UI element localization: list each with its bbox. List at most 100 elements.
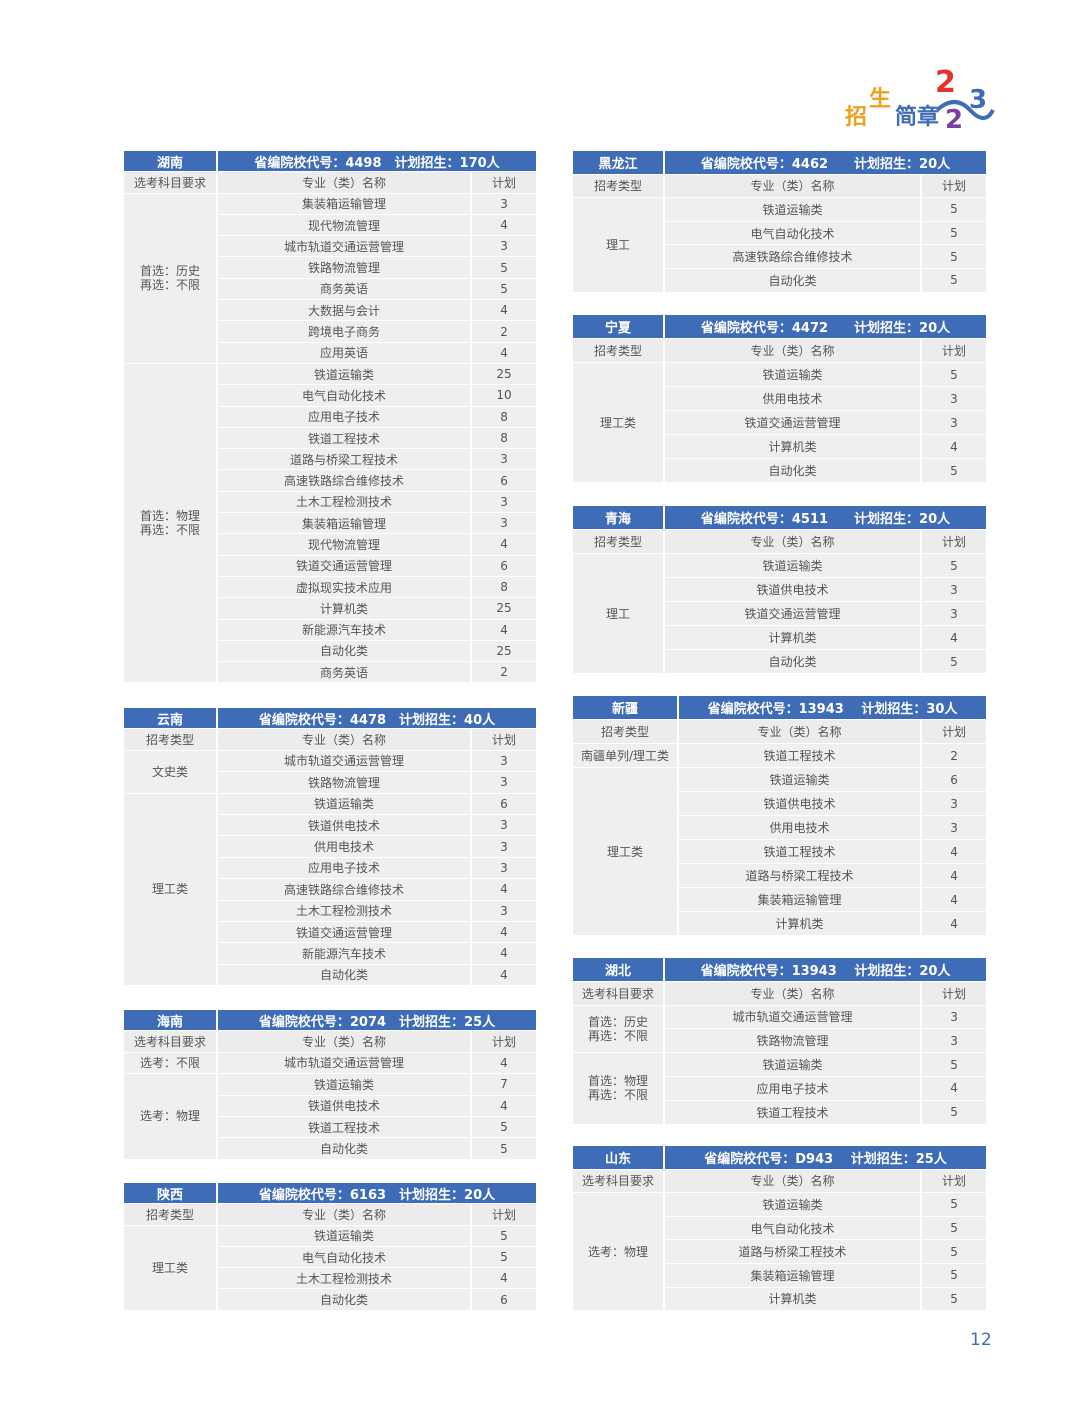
- table-row: 自动化类 5: [573, 650, 986, 673]
- column-header-major: 专业（类）名称: [665, 174, 920, 198]
- major-name: 自动化类: [218, 640, 470, 662]
- table-row: 供用电技术 3: [573, 387, 986, 410]
- table-row: 铁道交通运营管理 6: [124, 555, 537, 576]
- major-name: 集装箱运输管理: [218, 513, 470, 534]
- major-name: 铁道交通运营管理: [665, 411, 920, 434]
- plan-count: 5: [922, 1053, 987, 1076]
- table-row: 应用电子技术 3: [124, 857, 536, 879]
- table-row: 计算机类 4: [573, 435, 986, 458]
- plan-count: 3: [472, 449, 537, 470]
- table-header-row: 黑龙江 省编院校代号：4462 计划招生：20人: [573, 151, 986, 174]
- table-row: 大数据与会计 4: [124, 300, 537, 321]
- major-name: 铁道运输类: [665, 198, 920, 221]
- column-header-plan: 计划: [922, 1169, 987, 1193]
- table-row: 理工类 铁道运输类 5: [573, 363, 986, 482]
- major-name: 铁道工程技术: [218, 427, 470, 449]
- group-label: 理工: [573, 554, 663, 673]
- table-row: 集装箱运输管理 4: [573, 888, 987, 911]
- plan-count: 4: [472, 619, 537, 640]
- table-header-row: 青海 省编院校代号：4511 计划招生：20人: [573, 506, 986, 529]
- svg-text:简章: 简章: [895, 104, 939, 130]
- school-code-and-quota: 省编院校代号：2074 计划招生：25人: [218, 1010, 536, 1031]
- plan-count: 5: [922, 650, 986, 673]
- school-code-and-quota: 省编院校代号：4462 计划招生：20人: [665, 151, 986, 174]
- group-label: 理工类: [573, 363, 663, 482]
- plan-count: 5: [922, 1263, 987, 1287]
- major-name: 供用电技术: [218, 836, 470, 857]
- page-number: 12: [970, 1330, 992, 1350]
- plan-count: 8: [472, 406, 537, 427]
- plan-count: 5: [472, 257, 537, 278]
- plan-count: 3: [472, 814, 536, 836]
- group-label: 选考：物理: [573, 1193, 663, 1311]
- major-name: 铁路物流管理: [218, 772, 470, 793]
- table-row: 理工类 铁道运输类 5: [124, 1225, 536, 1310]
- table-row: 跨境电子商务 2: [124, 321, 537, 342]
- enrollment-table-8: 湖北 省编院校代号：13943 计划招生：20人 选考科目要求 专业（类）名称 计划 首选…: [571, 957, 988, 1125]
- major-name: 铁道运输类: [218, 793, 470, 814]
- major-name: 集装箱运输管理: [679, 888, 920, 911]
- column-header-major: 专业（类）名称: [218, 172, 470, 193]
- major-name: 集装箱运输管理: [665, 1263, 920, 1287]
- group-label: 理工类: [124, 1225, 216, 1310]
- table-row: 城市轨道交通运营管理 3: [124, 236, 537, 257]
- major-name: 铁道运输类: [665, 363, 920, 386]
- plan-count: 3: [472, 900, 536, 921]
- column-header-requirement: 招考类型: [124, 729, 216, 750]
- svg-text:2: 2: [935, 65, 956, 100]
- table-row: 供用电技术 3: [573, 816, 987, 839]
- school-code-and-quota: 省编院校代号：13943 计划招生：20人: [665, 958, 987, 981]
- column-header-major: 专业（类）名称: [679, 720, 920, 743]
- svg-text:生: 生: [869, 87, 891, 112]
- province-name: 山东: [573, 1146, 663, 1169]
- table-header-row: 陕西 省编院校代号：6163 计划招生：20人: [124, 1183, 536, 1204]
- plan-count: 25: [472, 363, 537, 385]
- plan-count: 5: [922, 1287, 987, 1311]
- major-name: 铁道运输类: [679, 768, 920, 791]
- table-row: 文史类 城市轨道交通运营管理 3: [124, 750, 536, 793]
- major-name: 城市轨道交通运营管理: [665, 1005, 920, 1029]
- major-name: 新能源汽车技术: [218, 619, 470, 640]
- province-name: 湖南: [124, 151, 216, 172]
- major-name: 铁道运输类: [665, 554, 920, 577]
- svg-text:招: 招: [845, 105, 867, 130]
- school-code-and-quota: 省编院校代号：6163 计划招生：20人: [218, 1183, 536, 1204]
- province-name: 海南: [124, 1010, 216, 1031]
- plan-count: 5: [922, 221, 986, 245]
- table-row: 土木工程检测技术 4: [124, 1268, 536, 1289]
- major-name: 计算机类: [665, 435, 920, 458]
- group-label: 选考：物理: [124, 1074, 216, 1159]
- major-name: 土木工程检测技术: [218, 491, 470, 513]
- group-label: 首选：历史 再选：不限: [124, 193, 216, 363]
- group-label: 首选：物理 再选：不限: [124, 363, 216, 683]
- table-row: 首选：物理 再选：不限 铁道运输类 25: [124, 363, 537, 683]
- column-header-plan: 计划: [922, 339, 986, 362]
- major-name: 城市轨道交通运营管理: [218, 750, 470, 772]
- table-row: 铁道交通运营管理 3: [573, 411, 986, 434]
- major-name: 电气自动化技术: [218, 385, 470, 406]
- plan-count: 5: [472, 278, 537, 300]
- group-label: 理工: [573, 198, 663, 292]
- table-row: 新能源汽车技术 4: [124, 619, 537, 640]
- table-row: 自动化类 5: [573, 268, 986, 292]
- major-name: 土木工程检测技术: [218, 1268, 470, 1289]
- plan-count: 4: [922, 840, 987, 863]
- table-row: 选考：不限 城市轨道交通运营管理 4: [124, 1052, 536, 1074]
- major-name: 计算机类: [665, 626, 920, 649]
- column-header-row: 招考类型 专业（类）名称 计划: [573, 720, 987, 743]
- group-label: 选考：不限: [124, 1052, 216, 1074]
- table-row: 理工类 铁道运输类 6: [124, 793, 536, 986]
- major-name: 铁道工程技术: [679, 840, 920, 863]
- plan-count: 2: [472, 662, 537, 683]
- major-name: 大数据与会计: [218, 300, 470, 321]
- table-row: 道路与桥梁工程技术 3: [124, 449, 537, 470]
- plan-count: 6: [472, 470, 537, 491]
- major-name: 供用电技术: [665, 387, 920, 410]
- province-name: 陕西: [124, 1183, 216, 1204]
- plan-count: 3: [922, 1005, 987, 1029]
- plan-count: 8: [472, 427, 537, 449]
- plan-count: 3: [472, 491, 537, 513]
- svg-text:3: 3: [969, 85, 987, 115]
- plan-count: 4: [922, 864, 987, 887]
